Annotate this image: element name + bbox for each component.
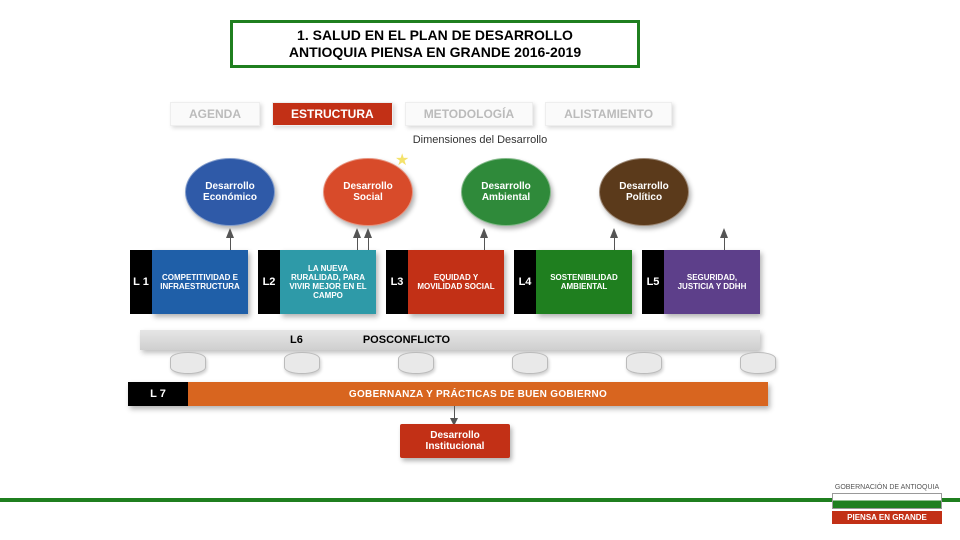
logo: GOBERNACIÓN DE ANTIOQUIA PIENSA EN GRAND…: [832, 484, 942, 524]
tabs-row: AGENDA ESTRUCTURA METODOLOGÍA ALISTAMIEN…: [170, 102, 672, 126]
arrow-stem: [614, 236, 615, 250]
logo-slogan: PIENSA EN GRANDE: [832, 511, 942, 524]
arrow-stem: [357, 236, 358, 250]
l-unit-3: L3 EQUIDAD Y MOVILIDAD SOCIAL: [386, 250, 504, 314]
cylinders-row: [170, 352, 776, 374]
l-blocks-row: L 1 COMPETITIVIDAD E INFRAESTRUCTURA L2 …: [130, 250, 760, 314]
l6-bar: L6 POSCONFLICTO: [140, 330, 760, 350]
cylinder-icon: [626, 352, 662, 374]
l6-text: POSCONFLICTO: [363, 334, 450, 346]
tab-estructura[interactable]: ESTRUCTURA: [272, 102, 393, 126]
l4-block: SOSTENIBILIDAD AMBIENTAL: [536, 250, 632, 314]
logo-top-text: GOBERNACIÓN DE ANTIOQUIA: [832, 484, 942, 491]
footer-divider: [0, 498, 960, 502]
circle-ambiental: Desarrollo Ambiental: [461, 158, 551, 226]
arrow-stem: [368, 236, 369, 250]
l7-code: L 7: [128, 382, 188, 406]
cylinder-icon: [740, 352, 776, 374]
l1-code: L 1: [130, 250, 152, 314]
circle-social: Desarrollo Social: [323, 158, 413, 226]
cylinder-icon: [398, 352, 434, 374]
l-unit-1: L 1 COMPETITIVIDAD E INFRAESTRUCTURA: [130, 250, 248, 314]
l7-text: GOBERNANZA Y PRÁCTICAS DE BUEN GOBIERNO: [188, 382, 768, 406]
l-unit-5: L5 SEGURIDAD, JUSTICIA Y DDHH: [642, 250, 760, 314]
l6-code: L6: [290, 334, 303, 346]
institutional-box: Desarrollo Institucional: [400, 424, 510, 458]
l5-code: L5: [642, 250, 664, 314]
l2-code: L2: [258, 250, 280, 314]
arrow-stem: [230, 236, 231, 250]
l1-block: COMPETITIVIDAD E INFRAESTRUCTURA: [152, 250, 248, 314]
arrow-stem: [484, 236, 485, 250]
dimensions-label: Dimensiones del Desarrollo: [413, 134, 548, 146]
l4-code: L4: [514, 250, 536, 314]
circle-politico: Desarrollo Político: [599, 158, 689, 226]
tab-alistamiento[interactable]: ALISTAMIENTO: [545, 102, 672, 126]
l-unit-2: L2 LA NUEVA RURALIDAD, PARA VIVIR MEJOR …: [258, 250, 376, 314]
title-line1: 1. SALUD EN EL PLAN DE DESARROLLO: [239, 27, 631, 44]
arrow-stem: [724, 236, 725, 250]
cylinder-icon: [170, 352, 206, 374]
circles-row: Desarrollo Económico Desarrollo Social D…: [185, 158, 689, 226]
logo-flag-icon: [832, 493, 942, 509]
title-box: 1. SALUD EN EL PLAN DE DESARROLLO ANTIOQ…: [230, 20, 640, 68]
l5-block: SEGURIDAD, JUSTICIA Y DDHH: [664, 250, 760, 314]
l3-code: L3: [386, 250, 408, 314]
cylinder-icon: [284, 352, 320, 374]
l7-bar: L 7 GOBERNANZA Y PRÁCTICAS DE BUEN GOBIE…: [128, 382, 768, 406]
l-unit-4: L4 SOSTENIBILIDAD AMBIENTAL: [514, 250, 632, 314]
title-line2: ANTIOQUIA PIENSA EN GRANDE 2016-2019: [239, 44, 631, 61]
tab-metodologia[interactable]: METODOLOGÍA: [405, 102, 533, 126]
tab-agenda[interactable]: AGENDA: [170, 102, 260, 126]
circle-economico: Desarrollo Económico: [185, 158, 275, 226]
cylinder-icon: [512, 352, 548, 374]
l3-block: EQUIDAD Y MOVILIDAD SOCIAL: [408, 250, 504, 314]
l2-block: LA NUEVA RURALIDAD, PARA VIVIR MEJOR EN …: [280, 250, 376, 314]
